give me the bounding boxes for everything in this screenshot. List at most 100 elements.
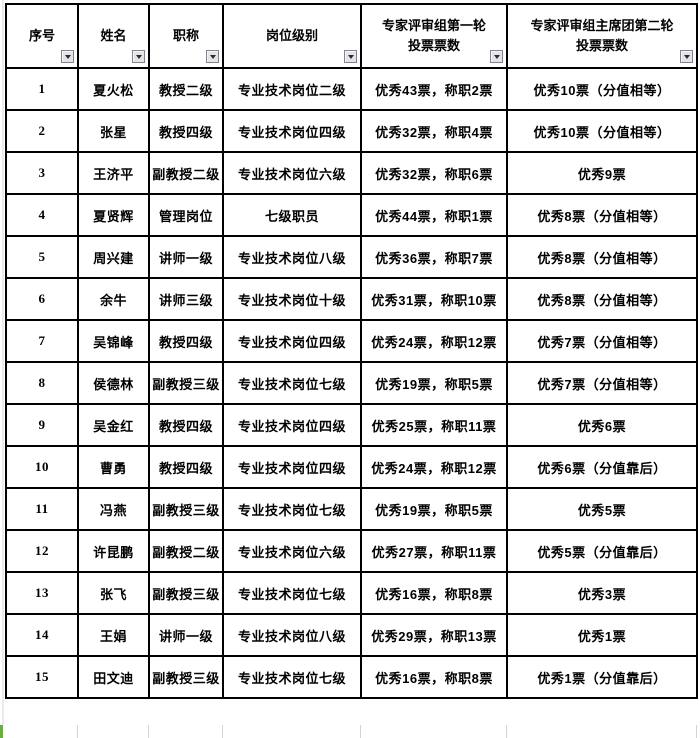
table-cell[interactable]: 讲师三级 [148,277,224,321]
table-cell[interactable]: 专业技术岗位六级 [222,529,362,573]
table-cell[interactable]: 优秀10票（分值相等） [506,109,698,153]
table-cell[interactable]: 优秀10票（分值相等） [506,67,698,111]
filter-dropdown-button[interactable] [132,50,145,63]
table-cell[interactable]: 优秀32票，称职6票 [360,151,508,195]
table-cell[interactable]: 副教授三级 [148,361,224,405]
column-header-2[interactable]: 姓名 [77,3,150,69]
column-header-6[interactable]: 专家评审组主席团第二轮 投票票数 [506,3,698,69]
column-header-1[interactable]: 序号 [5,3,79,69]
table-cell[interactable]: 2 [5,109,79,153]
table-cell[interactable]: 优秀8票（分值相等） [506,193,698,237]
table-cell[interactable]: 优秀5票 [506,487,698,531]
table-cell[interactable]: 优秀36票，称职7票 [360,235,508,279]
table-cell[interactable]: 优秀7票（分值相等） [506,319,698,363]
column-header-5[interactable]: 专家评审组第一轮 投票票数 [360,3,508,69]
table-cell[interactable]: 教授四级 [148,445,224,489]
table-cell[interactable]: 14 [5,613,79,657]
table-cell[interactable]: 讲师一级 [148,235,224,279]
table-cell[interactable]: 优秀27票，称职11票 [360,529,508,573]
table-cell[interactable]: 优秀24票，称职12票 [360,319,508,363]
table-cell[interactable]: 专业技术岗位六级 [222,151,362,195]
table-cell[interactable]: 1 [5,67,79,111]
filter-dropdown-button[interactable] [206,50,219,63]
table-cell[interactable]: 专业技术岗位七级 [222,571,362,615]
table-cell[interactable]: 曹勇 [77,445,150,489]
table-cell[interactable]: 副教授二级 [148,529,224,573]
table-cell[interactable]: 5 [5,235,79,279]
table-cell[interactable]: 优秀8票（分值相等） [506,235,698,279]
table-cell[interactable]: 优秀24票，称职12票 [360,445,508,489]
table-cell[interactable]: 优秀19票，称职5票 [360,361,508,405]
table-cell[interactable]: 教授四级 [148,109,224,153]
table-cell[interactable]: 13 [5,571,79,615]
table-cell[interactable]: 优秀1票 [506,613,698,657]
table-cell[interactable]: 优秀25票，称职11票 [360,403,508,447]
table-cell[interactable]: 专业技术岗位十级 [222,277,362,321]
table-cell[interactable]: 优秀44票，称职1票 [360,193,508,237]
table-cell[interactable]: 专业技术岗位七级 [222,655,362,699]
table-cell[interactable]: 夏火松 [77,67,150,111]
table-cell[interactable]: 3 [5,151,79,195]
table-cell[interactable]: 专业技术岗位四级 [222,109,362,153]
table-cell[interactable]: 9 [5,403,79,447]
filter-dropdown-button[interactable] [490,50,503,63]
table-cell[interactable]: 优秀6票（分值靠后） [506,445,698,489]
table-cell[interactable]: 专业技术岗位四级 [222,403,362,447]
table-cell[interactable]: 教授二级 [148,67,224,111]
table-cell[interactable]: 专业技术岗位四级 [222,319,362,363]
table-cell[interactable]: 10 [5,445,79,489]
table-cell[interactable]: 副教授二级 [148,151,224,195]
table-cell[interactable]: 优秀19票，称职5票 [360,487,508,531]
table-cell[interactable]: 许昆鹏 [77,529,150,573]
table-cell[interactable]: 讲师一级 [148,613,224,657]
table-cell[interactable]: 6 [5,277,79,321]
table-cell[interactable]: 11 [5,487,79,531]
table-cell[interactable]: 夏贤辉 [77,193,150,237]
table-cell[interactable]: 专业技术岗位七级 [222,487,362,531]
table-cell[interactable]: 王济平 [77,151,150,195]
table-cell[interactable]: 七级职员 [222,193,362,237]
table-cell[interactable]: 优秀43票，称职2票 [360,67,508,111]
table-cell[interactable]: 副教授三级 [148,571,224,615]
table-cell[interactable]: 吴锦峰 [77,319,150,363]
table-cell[interactable]: 副教授三级 [148,655,224,699]
table-cell[interactable]: 优秀9票 [506,151,698,195]
table-cell[interactable]: 冯燕 [77,487,150,531]
table-cell[interactable]: 田文迪 [77,655,150,699]
filter-dropdown-button[interactable] [61,50,74,63]
table-cell[interactable]: 优秀5票（分值靠后） [506,529,698,573]
table-cell[interactable]: 优秀29票，称职13票 [360,613,508,657]
table-cell[interactable]: 优秀31票，称职10票 [360,277,508,321]
table-cell[interactable]: 专业技术岗位八级 [222,613,362,657]
table-cell[interactable]: 副教授三级 [148,487,224,531]
table-cell[interactable]: 优秀7票（分值相等） [506,361,698,405]
table-cell[interactable]: 张星 [77,109,150,153]
table-cell[interactable]: 专业技术岗位二级 [222,67,362,111]
table-cell[interactable]: 7 [5,319,79,363]
table-cell[interactable]: 专业技术岗位四级 [222,445,362,489]
table-cell[interactable]: 8 [5,361,79,405]
table-cell[interactable]: 吴金红 [77,403,150,447]
table-cell[interactable]: 教授四级 [148,319,224,363]
filter-dropdown-button[interactable] [344,50,357,63]
table-cell[interactable]: 优秀1票（分值靠后） [506,655,698,699]
filter-dropdown-button[interactable] [680,50,693,63]
column-header-3[interactable]: 职称 [148,3,224,69]
table-cell[interactable]: 专业技术岗位八级 [222,235,362,279]
table-cell[interactable]: 优秀6票 [506,403,698,447]
table-cell[interactable]: 12 [5,529,79,573]
table-cell[interactable]: 专业技术岗位七级 [222,361,362,405]
table-cell[interactable]: 周兴建 [77,235,150,279]
column-header-4[interactable]: 岗位级别 [222,3,362,69]
table-cell[interactable]: 15 [5,655,79,699]
table-cell[interactable]: 余牛 [77,277,150,321]
table-cell[interactable]: 教授四级 [148,403,224,447]
table-cell[interactable]: 4 [5,193,79,237]
table-cell[interactable]: 管理岗位 [148,193,224,237]
table-cell[interactable]: 优秀8票（分值相等） [506,277,698,321]
table-cell[interactable]: 优秀32票，称职4票 [360,109,508,153]
table-cell[interactable]: 优秀16票，称职8票 [360,655,508,699]
table-cell[interactable]: 王娟 [77,613,150,657]
table-cell[interactable]: 张飞 [77,571,150,615]
table-cell[interactable]: 侯德林 [77,361,150,405]
